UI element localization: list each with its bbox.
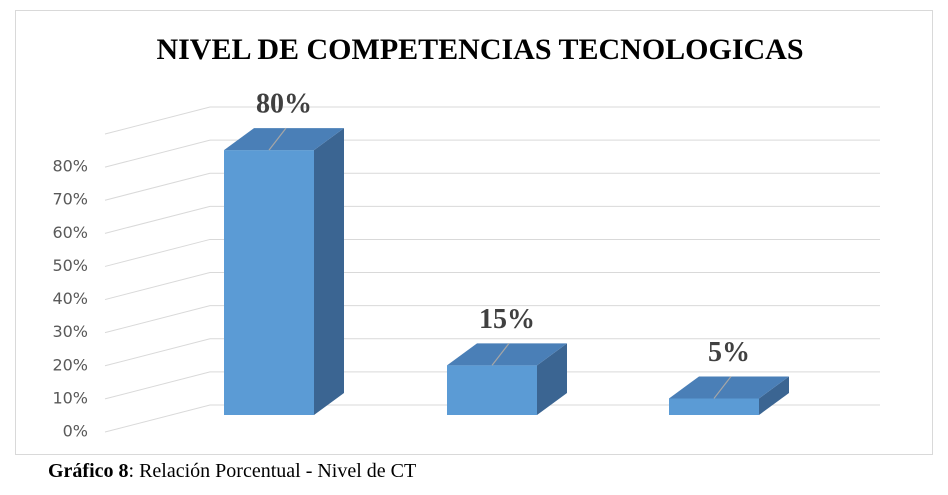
bar-top	[447, 343, 567, 366]
label-leader	[268, 127, 287, 151]
y-tick-label: 70%	[52, 190, 88, 209]
bar-top	[224, 128, 344, 151]
bar	[447, 343, 567, 415]
bar-front	[447, 365, 537, 415]
grid-line	[104, 305, 880, 334]
grid-line	[104, 371, 880, 400]
y-tick-label: 20%	[52, 355, 88, 374]
data-label: 15%	[479, 304, 535, 335]
y-tick-label: 50%	[52, 256, 88, 275]
grid-line	[104, 338, 880, 367]
caption: Gráfico 8: Relación Porcentual - Nivel d…	[48, 460, 416, 482]
bar	[669, 376, 789, 415]
bar-top	[669, 376, 789, 399]
bar-front	[224, 150, 314, 415]
y-tick-label: 80%	[52, 157, 88, 176]
bar-side	[759, 376, 789, 415]
y-tick-label: 0%	[63, 422, 88, 441]
label-leader	[713, 376, 732, 399]
bar-side	[537, 343, 567, 415]
data-label: 5%	[708, 337, 750, 368]
bar-front	[669, 398, 759, 415]
caption-label: Gráfico 8	[48, 460, 129, 482]
grid-line	[104, 205, 880, 234]
bar	[224, 128, 344, 415]
data-label: 80%	[256, 89, 312, 120]
y-tick-label: 40%	[52, 289, 88, 308]
bar-side	[314, 128, 344, 415]
caption-text: : Relación Porcentual - Nivel de CT	[129, 460, 417, 482]
grid-line	[104, 106, 880, 135]
y-tick-label: 10%	[52, 388, 88, 407]
label-leader	[491, 342, 510, 366]
grid-line	[104, 172, 880, 201]
y-tick-label: 60%	[52, 223, 88, 242]
y-tick-label: 30%	[52, 322, 88, 341]
grid-line	[104, 272, 880, 301]
grid-line	[104, 404, 880, 433]
grid-line	[104, 238, 880, 267]
chart-title: NIVEL DE COMPETENCIAS TECNOLOGICAS	[156, 33, 803, 66]
grid-line	[104, 139, 880, 168]
